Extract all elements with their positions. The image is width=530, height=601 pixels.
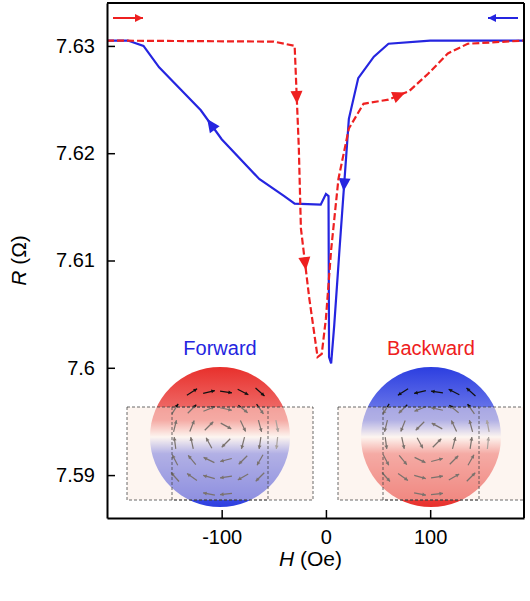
frame-line <box>523 3 525 518</box>
inset-arrowhead <box>193 389 197 392</box>
inset <box>338 367 524 507</box>
tick-mark <box>107 475 115 477</box>
inset-arrow <box>256 388 265 396</box>
inset-frame <box>172 407 268 500</box>
tick: -100 <box>202 510 242 548</box>
inset-arrowhead <box>244 391 248 394</box>
axis-title: R (Ω) <box>7 235 30 286</box>
tick-mark <box>221 510 223 518</box>
inset-arrowhead <box>398 392 402 395</box>
tick: 7.59 <box>56 464 115 486</box>
tick-mark <box>107 368 115 370</box>
tick-label: -100 <box>202 526 242 548</box>
tick: 7.62 <box>56 142 115 164</box>
inset-arrowhead <box>261 392 265 396</box>
series-label: Forward <box>183 337 256 359</box>
inset-arrow <box>238 389 249 394</box>
sweep-arrow <box>113 14 143 22</box>
tick-label: 100 <box>414 526 447 548</box>
direction-arrow <box>290 91 303 104</box>
direction-arrow <box>338 178 351 192</box>
inset <box>127 367 313 507</box>
inset-frame <box>338 407 524 500</box>
sweep-arrow <box>488 14 518 22</box>
direction-arrow <box>298 257 311 271</box>
inset-arrowhead <box>467 388 471 392</box>
tick-mark <box>107 153 115 155</box>
direction-arrow <box>391 87 408 103</box>
inset-arrowhead <box>431 390 435 394</box>
series-line <box>107 41 524 364</box>
tick-label: 7.63 <box>56 35 95 57</box>
chart: ForwardBackward-10001007.597.67.617.627.… <box>0 0 530 601</box>
direction-arrow <box>202 116 219 134</box>
tick-label: 7.6 <box>67 357 95 379</box>
axis-line <box>108 518 525 520</box>
inset-arrow <box>449 389 460 394</box>
y-axis: 7.59 7.6 7.61 7.62 7.63 <box>56 4 115 519</box>
inset-arrowhead <box>228 390 232 394</box>
inset-arrow <box>398 389 408 395</box>
tick: 7.6 <box>67 357 115 379</box>
series-line <box>107 41 524 358</box>
inset-arrowhead <box>414 391 418 395</box>
tick: 7.63 <box>56 35 115 57</box>
plot-area <box>107 41 524 364</box>
tick-label: 7.61 <box>56 249 95 271</box>
tick-label: 7.62 <box>56 142 95 164</box>
tick-mark <box>107 260 115 262</box>
inset-arrow <box>467 388 476 396</box>
tick-mark <box>430 510 432 518</box>
tick-mark <box>107 46 115 48</box>
inset-arrow <box>187 389 197 395</box>
inset-frame <box>383 407 479 500</box>
tick-mark <box>326 510 328 518</box>
sweep-arrow-head <box>135 14 143 22</box>
x-axis: -100 0 100 <box>108 510 525 548</box>
series-label: Backward <box>387 337 475 359</box>
tick-label: 0 <box>321 526 332 548</box>
frame-line <box>107 2 524 4</box>
tick-label: 7.59 <box>56 464 95 486</box>
tick: 0 <box>321 510 332 548</box>
tick: 7.61 <box>56 249 115 271</box>
inset-arrowhead <box>449 389 453 392</box>
inset-arrowhead <box>211 390 215 394</box>
sweep-arrow-head <box>488 14 496 22</box>
tick: 100 <box>414 510 447 548</box>
inset-frame <box>127 407 313 500</box>
axis-title: H (Oe) <box>279 547 342 570</box>
